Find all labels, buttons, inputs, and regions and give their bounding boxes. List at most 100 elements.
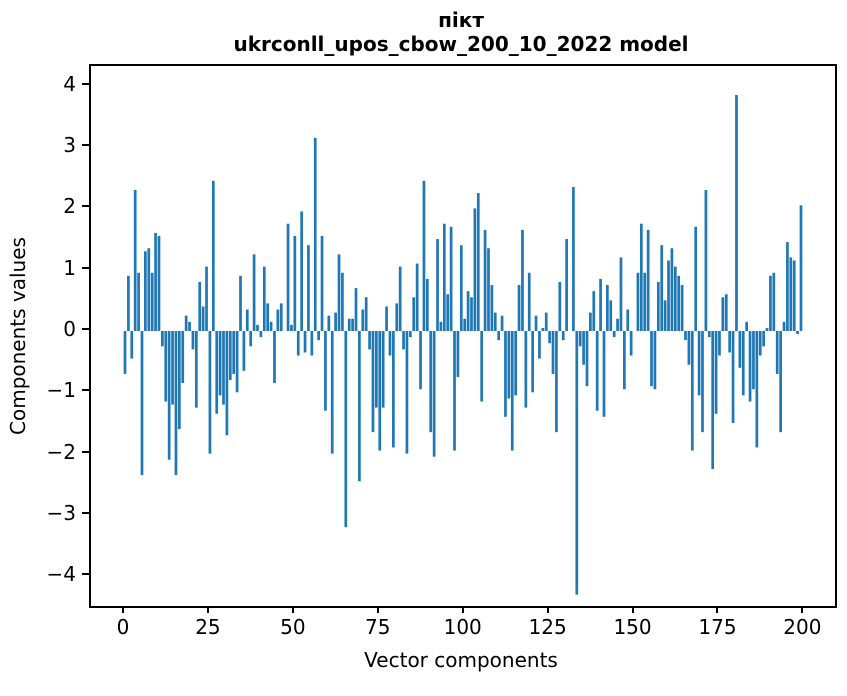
bar — [147, 248, 151, 331]
bar — [558, 281, 562, 331]
x-tick-label: 75 — [365, 615, 391, 639]
bar — [555, 331, 558, 433]
y-tick-label: 4 — [63, 71, 76, 96]
chart-title-model: ukrconll_upos_cbow_200_10_2022 model — [233, 32, 689, 56]
bar — [490, 285, 494, 331]
bar — [585, 331, 589, 387]
bar — [313, 137, 317, 331]
bar — [578, 331, 582, 347]
bar — [792, 260, 796, 331]
bar — [439, 321, 443, 331]
bar — [446, 294, 450, 331]
bar — [320, 235, 324, 332]
bar — [303, 331, 307, 353]
bar — [589, 312, 592, 331]
bar — [575, 331, 579, 595]
bar — [718, 331, 721, 356]
bar — [361, 309, 365, 331]
bar — [524, 331, 528, 408]
x-tick-mark — [206, 606, 209, 613]
bar — [724, 294, 728, 331]
bar — [442, 223, 446, 331]
bar — [194, 331, 198, 408]
bar — [228, 331, 232, 381]
bar — [252, 254, 256, 332]
bar — [561, 331, 565, 341]
bar — [266, 303, 270, 331]
bar — [256, 324, 259, 331]
bar — [425, 278, 429, 331]
bar — [650, 331, 653, 387]
bar — [476, 193, 480, 331]
bar — [341, 272, 344, 331]
chart-title-word: пікт — [438, 8, 484, 32]
bar — [565, 239, 568, 331]
bar — [606, 285, 609, 331]
bar — [517, 285, 521, 331]
bar — [721, 297, 725, 331]
bar — [127, 275, 130, 331]
bar — [769, 275, 772, 331]
bar — [497, 331, 501, 341]
bar — [181, 331, 185, 384]
bar — [779, 331, 782, 433]
bar — [544, 312, 548, 331]
bar — [748, 331, 752, 402]
bar — [276, 309, 280, 331]
bar — [290, 324, 293, 331]
x-tick-label: 25 — [195, 615, 221, 639]
bar — [629, 331, 633, 356]
bar — [487, 248, 490, 331]
bar — [432, 331, 436, 457]
bar — [364, 297, 368, 331]
bar — [167, 331, 171, 460]
bar — [762, 331, 765, 347]
bar — [653, 331, 657, 390]
y-tick-mark — [82, 205, 89, 208]
bar — [690, 331, 694, 451]
bar — [330, 331, 334, 454]
bar — [463, 318, 467, 331]
bar — [453, 331, 456, 451]
bar — [198, 281, 202, 331]
x-tick-label: 100 — [443, 615, 482, 639]
bar — [398, 266, 402, 331]
y-tick-label: −1 — [46, 378, 76, 403]
y-tick-mark — [82, 450, 89, 453]
bar — [239, 275, 242, 331]
bar — [663, 300, 667, 331]
bar — [534, 315, 538, 331]
y-tick-label: 0 — [63, 317, 76, 341]
bar — [449, 226, 453, 331]
bar — [738, 331, 742, 368]
bar — [150, 272, 154, 331]
bar — [687, 331, 691, 365]
bar — [521, 229, 524, 331]
x-tick-mark — [801, 606, 804, 613]
bar — [201, 306, 205, 331]
bar — [789, 257, 793, 331]
bar — [164, 331, 168, 402]
bar — [772, 272, 776, 331]
bar — [741, 331, 745, 396]
bar — [602, 331, 606, 417]
bar — [307, 245, 310, 331]
bar — [334, 312, 337, 331]
bar — [758, 331, 762, 356]
bar — [643, 272, 647, 331]
bar — [456, 331, 460, 377]
bar — [327, 315, 331, 331]
bar — [133, 190, 137, 331]
bar — [466, 291, 470, 331]
bar — [351, 318, 354, 331]
x-axis-label: Vector components — [364, 648, 558, 672]
bar — [527, 272, 531, 331]
bar — [599, 278, 602, 331]
bar — [660, 245, 664, 331]
bar — [412, 297, 416, 331]
bar — [765, 327, 769, 331]
bar — [799, 205, 803, 331]
bar — [483, 229, 487, 331]
y-tick-label: −4 — [46, 562, 76, 587]
bar — [473, 208, 477, 331]
